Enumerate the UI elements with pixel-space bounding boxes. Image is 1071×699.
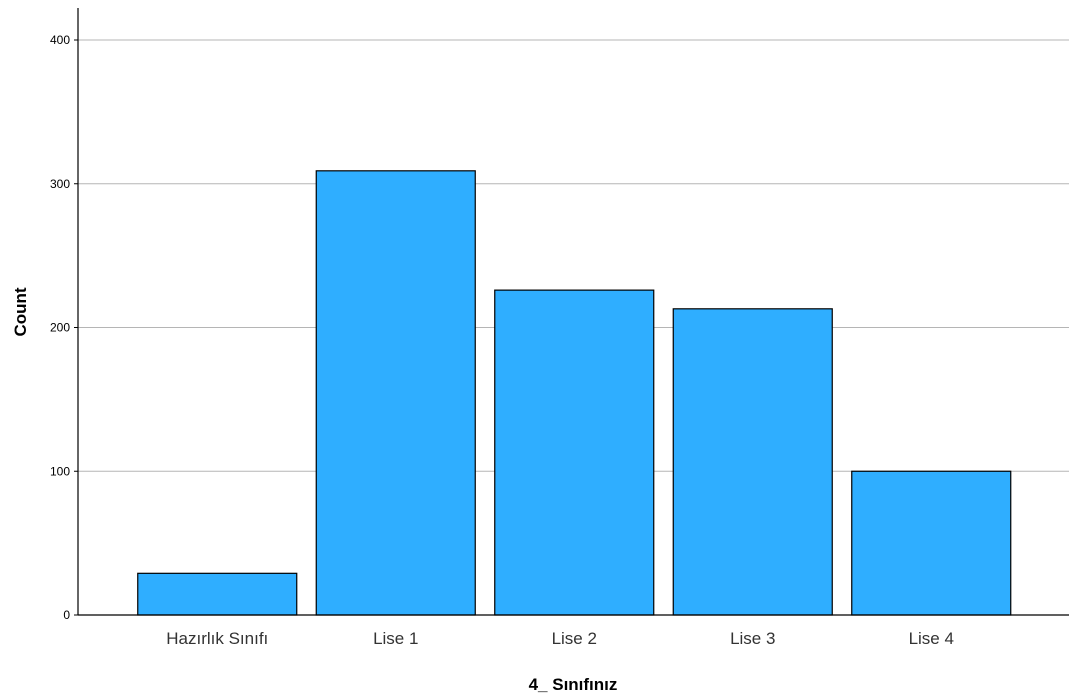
x-axis-title: 4_ Sınıfınız bbox=[529, 675, 618, 694]
y-axis-title: Count bbox=[11, 287, 30, 336]
x-tick-label-4: Lise 3 bbox=[730, 629, 775, 648]
y-tick-label-400: 400 bbox=[50, 33, 70, 47]
y-tick-label-200: 200 bbox=[50, 321, 70, 335]
bar-1 bbox=[137, 572, 298, 616]
x-tick-labels: Hazırlık Sınıfı Lise 1 Lise 2 Lise 3 Lise 4 bbox=[166, 629, 954, 648]
axes bbox=[77, 8, 1069, 616]
x-tick-label-5: Lise 4 bbox=[909, 629, 954, 648]
x-tick-label-3: Lise 2 bbox=[552, 629, 597, 648]
bar-2 bbox=[315, 170, 476, 616]
x-tick-label-2: Lise 1 bbox=[373, 629, 418, 648]
y-tick-label-300: 300 bbox=[50, 177, 70, 191]
bar-5 bbox=[851, 470, 1012, 616]
y-tick-label-0: 0 bbox=[63, 608, 70, 622]
bar-3 bbox=[494, 289, 655, 616]
y-tick-label-100: 100 bbox=[50, 464, 70, 478]
x-tick-label-1: Hazırlık Sınıfı bbox=[166, 629, 268, 648]
y-tick-labels: 0 100 200 300 400 bbox=[50, 33, 78, 622]
bar-4 bbox=[672, 308, 833, 616]
bars bbox=[137, 170, 1012, 616]
